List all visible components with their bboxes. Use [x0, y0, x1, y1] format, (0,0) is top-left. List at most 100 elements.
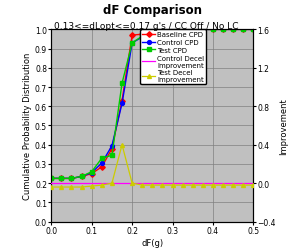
- Control Decel
Improvement: [161, 182, 164, 185]
- Y-axis label: Improvement: Improvement: [279, 98, 288, 154]
- Legend: Baseline CPD, Control CPD, Test CPD, Control Decel
Improvement, Test Decel
Impro: Baseline CPD, Control CPD, Test CPD, Con…: [140, 30, 206, 85]
- Test CPD: [161, 31, 164, 34]
- Control CPD: [161, 32, 164, 35]
- Line: Test CPD: Test CPD: [49, 28, 256, 181]
- Baseline CPD: [120, 100, 124, 103]
- Test Decel
Improvement: [120, 144, 124, 147]
- Control CPD: [171, 30, 174, 34]
- Baseline CPD: [231, 29, 235, 32]
- Baseline CPD: [181, 29, 185, 32]
- Test CPD: [60, 177, 63, 180]
- Test CPD: [231, 29, 235, 32]
- Test Decel
Improvement: [130, 182, 134, 185]
- Control CPD: [141, 36, 144, 39]
- Control CPD: [222, 29, 225, 32]
- Test CPD: [90, 170, 93, 173]
- Test Decel
Improvement: [171, 184, 174, 187]
- Test CPD: [211, 29, 215, 32]
- Control Decel
Improvement: [70, 182, 73, 185]
- Control CPD: [130, 42, 134, 45]
- Test CPD: [80, 175, 83, 178]
- Control Decel
Improvement: [120, 182, 124, 185]
- Test Decel
Improvement: [70, 186, 73, 189]
- Control CPD: [110, 145, 114, 148]
- Test Decel
Improvement: [161, 184, 164, 187]
- Control Decel
Improvement: [60, 182, 63, 185]
- Line: Test Decel
Improvement: Test Decel Improvement: [49, 143, 255, 189]
- Baseline CPD: [130, 35, 134, 38]
- Control Decel
Improvement: [191, 182, 195, 185]
- Baseline CPD: [241, 29, 245, 32]
- Control Decel
Improvement: [110, 182, 114, 185]
- Baseline CPD: [100, 166, 104, 169]
- Test CPD: [171, 30, 174, 33]
- Control CPD: [100, 162, 104, 165]
- Baseline CPD: [161, 31, 164, 34]
- Test CPD: [141, 36, 144, 39]
- Control Decel
Improvement: [90, 182, 93, 185]
- Baseline CPD: [70, 177, 73, 180]
- Baseline CPD: [151, 32, 154, 35]
- Control CPD: [151, 33, 154, 36]
- Test Decel
Improvement: [50, 186, 53, 189]
- Test CPD: [181, 29, 185, 33]
- Test CPD: [70, 177, 73, 180]
- Test Decel
Improvement: [141, 184, 144, 187]
- Baseline CPD: [90, 172, 93, 175]
- Control CPD: [191, 29, 195, 32]
- Y-axis label: Cumulative Probability Distribution: Cumulative Probability Distribution: [23, 53, 32, 199]
- Control CPD: [90, 171, 93, 174]
- Baseline CPD: [50, 177, 53, 180]
- Test CPD: [241, 29, 245, 32]
- Test CPD: [110, 154, 114, 157]
- Control CPD: [211, 29, 215, 32]
- Test Decel
Improvement: [211, 184, 215, 187]
- Test Decel
Improvement: [181, 184, 185, 187]
- Test Decel
Improvement: [80, 186, 83, 189]
- Test Decel
Improvement: [252, 184, 255, 187]
- Control CPD: [50, 177, 53, 180]
- Control Decel
Improvement: [241, 182, 245, 185]
- Control CPD: [181, 30, 185, 33]
- Test CPD: [151, 33, 154, 36]
- Control Decel
Improvement: [141, 182, 144, 185]
- Control Decel
Improvement: [50, 182, 53, 185]
- Baseline CPD: [201, 29, 205, 32]
- Test Decel
Improvement: [100, 184, 104, 187]
- Line: Control CPD: Control CPD: [49, 28, 255, 181]
- Test Decel
Improvement: [110, 182, 114, 185]
- Control CPD: [80, 175, 83, 178]
- Baseline CPD: [252, 29, 255, 32]
- Test CPD: [100, 157, 104, 160]
- Control CPD: [60, 177, 63, 180]
- Test CPD: [120, 82, 124, 85]
- Baseline CPD: [141, 34, 144, 37]
- Control Decel
Improvement: [80, 182, 83, 185]
- Test CPD: [252, 29, 255, 32]
- Test CPD: [201, 29, 205, 32]
- X-axis label: dF(g): dF(g): [141, 238, 163, 247]
- Control Decel
Improvement: [222, 182, 225, 185]
- Control Decel
Improvement: [151, 182, 154, 185]
- Control Decel
Improvement: [181, 182, 185, 185]
- Test Decel
Improvement: [222, 184, 225, 187]
- Control Decel
Improvement: [211, 182, 215, 185]
- Test Decel
Improvement: [90, 185, 93, 188]
- Control CPD: [231, 29, 235, 32]
- Baseline CPD: [80, 175, 83, 178]
- Control CPD: [252, 29, 255, 32]
- Test Decel
Improvement: [201, 184, 205, 187]
- Test CPD: [50, 177, 53, 180]
- Test Decel
Improvement: [191, 184, 195, 187]
- Baseline CPD: [60, 177, 63, 180]
- Control Decel
Improvement: [171, 182, 174, 185]
- Control Decel
Improvement: [201, 182, 205, 185]
- Control Decel
Improvement: [100, 182, 104, 185]
- Baseline CPD: [191, 29, 195, 32]
- Test Decel
Improvement: [151, 184, 154, 187]
- Control CPD: [70, 177, 73, 180]
- Test CPD: [191, 29, 195, 32]
- Control Decel
Improvement: [231, 182, 235, 185]
- Test CPD: [130, 42, 134, 45]
- Text: 0.13<=dLopt<=0.17 g's / CC Off / No LC: 0.13<=dLopt<=0.17 g's / CC Off / No LC: [54, 21, 239, 30]
